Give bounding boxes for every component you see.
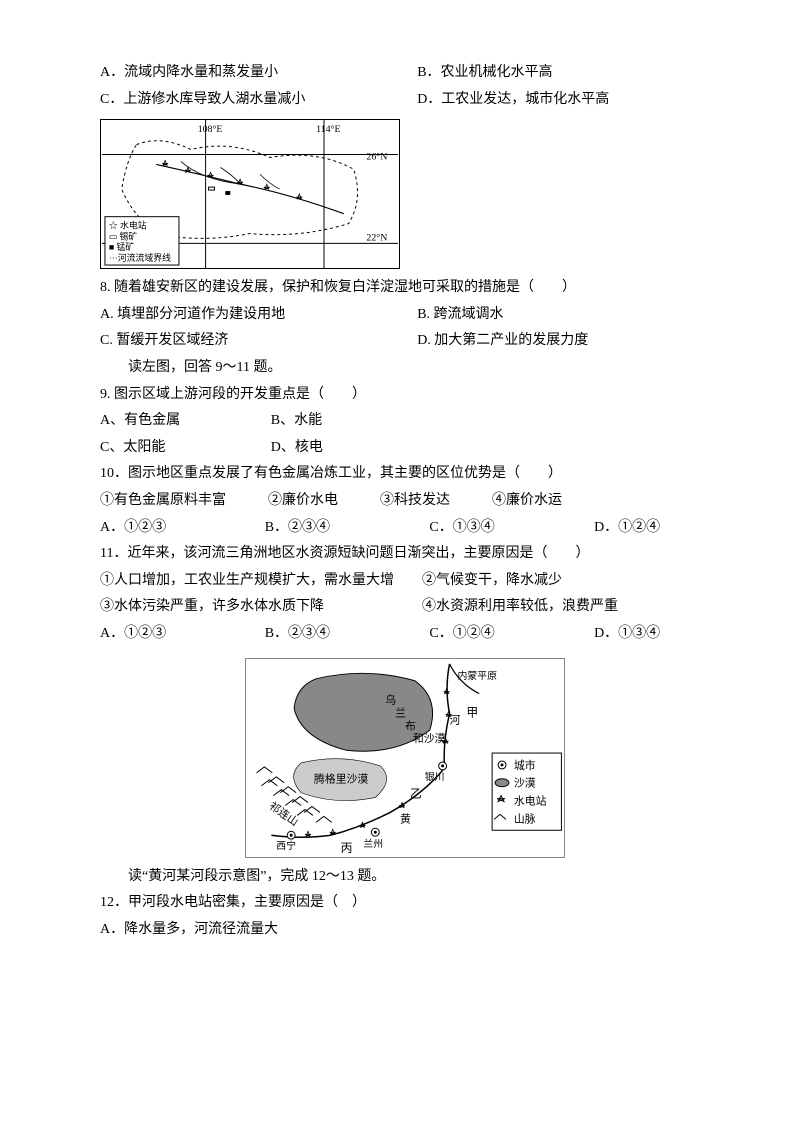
map1-lon-114: 114°E xyxy=(316,124,340,135)
map2-label-plain: 内蒙平原 xyxy=(457,668,497,681)
q10-d: D．①②④ xyxy=(594,515,660,542)
q8-c: C. 暂缓开发区域经济 xyxy=(100,328,417,355)
q10-stem: 10．图示地区重点发展了有色金属冶炼工业，其主要的区位优势是（ ） xyxy=(100,461,710,488)
map1-lat-22: 22°N xyxy=(366,233,387,244)
q11-opts: A．①②③ B．②③④ C．①②④ D．①③④ xyxy=(100,621,710,648)
q11-b: B．②③④ xyxy=(265,621,430,648)
q12-a: A．降水量多，河流径流量大 xyxy=(100,917,710,944)
q9-stem: 9. 图示区域上游河段的开发重点是（ ） xyxy=(100,382,710,409)
map2-legend-mountain: 山脉 xyxy=(514,811,536,825)
map2-label-huang: 黄 xyxy=(400,811,411,825)
map2-label-wulan-3: 布 xyxy=(405,719,416,732)
map2-legend-desert: 沙漠 xyxy=(514,776,536,789)
q11-i2: ③水体污染严重，许多水体水质下降 ④水资源利用率较低，浪费严重 xyxy=(100,594,710,621)
map2-label-river: 河 xyxy=(450,713,461,726)
q9-a: A、有色金属 xyxy=(100,408,271,435)
map2-svg: 乌 兰 布 和沙漠 腾格里沙漠 祁连山 内蒙平原 河 黄 甲 乙 丙 银川 xyxy=(246,659,564,857)
pre-option-a: A．流域内降水量和蒸发量小 xyxy=(100,60,417,87)
q9-c: C、太阳能 xyxy=(100,435,271,462)
map2-legend-hydro: 水电站 xyxy=(514,793,547,807)
pre-options-row2: C．上游修水库导致人湖水量减小 D．工农业发达，城市化水平高 xyxy=(100,87,710,114)
map2-figure: 乌 兰 布 和沙漠 腾格里沙漠 祁连山 内蒙平原 河 黄 甲 乙 丙 银川 xyxy=(245,658,565,858)
map2-label-yi: 乙 xyxy=(410,786,422,800)
q11-c: C．①②④ xyxy=(429,621,594,648)
instr1: 读左图，回答 9～11 题。 xyxy=(100,355,710,382)
map1-legend-2: ▭ 锡矿 xyxy=(109,231,137,242)
q11-stem: 11．近年来，该河流三角洲地区水资源短缺问题日渐突出，主要原因是（ ） xyxy=(100,541,710,568)
map1-legend-4: ···河流流域界线 xyxy=(109,252,171,263)
q8-b: B. 跨流域调水 xyxy=(417,302,503,329)
q11-i1: ①人口增加，工农业生产规模扩大，需水量大增 ②气候变干，降水减少 xyxy=(100,568,710,595)
q9-row2: C、太阳能 D、核电 xyxy=(100,435,710,462)
exam-page: A．流域内降水量和蒸发量小 B．农业机械化水平高 C．上游修水库导致人湖水量减小… xyxy=(0,0,800,1132)
map1-legend-3: ■ 锰矿 xyxy=(109,241,134,252)
q11-a: A．①②③ xyxy=(100,621,265,648)
map1-lat-26: 26°N xyxy=(366,152,387,163)
map2-label-bing: 丙 xyxy=(341,841,353,855)
map2-label-wulan-2: 兰 xyxy=(395,706,406,719)
map2-label-lanzhou: 兰州 xyxy=(363,837,383,850)
q8-row2: C. 暂缓开发区域经济 D. 加大第二产业的发展力度 xyxy=(100,328,710,355)
q9-row1: A、有色金属 B、水能 xyxy=(100,408,710,435)
map1-legend-1: ☆ 水电站 xyxy=(109,220,147,231)
pre-option-c: C．上游修水库导致人湖水量减小 xyxy=(100,87,417,114)
q10-c: C．①③④ xyxy=(429,515,594,542)
pre-option-d: D．工农业发达，城市化水平高 xyxy=(417,87,609,114)
map1-figure: 108°E 114°E 26°N 22°N ☆ 水电站 ▭ 锡矿 ■ 锰矿 xyxy=(100,119,400,269)
map1-lon-108: 108°E xyxy=(198,124,223,135)
q8-a: A. 填埋部分河道作为建设用地 xyxy=(100,302,417,329)
instr2: 读“黄河某河段示意图”，完成 12～13 题。 xyxy=(100,864,710,891)
q10-items: ①有色金属原料丰富 ②廉价水电 ③科技发达 ④廉价水运 xyxy=(100,488,710,515)
q9-b: B、水能 xyxy=(271,408,322,435)
map2-label-jia: 甲 xyxy=(466,705,478,719)
pre-option-b: B．农业机械化水平高 xyxy=(417,60,552,87)
q8-row1: A. 填埋部分河道作为建设用地 B. 跨流域调水 xyxy=(100,302,710,329)
map2-label-xining: 西宁 xyxy=(276,839,296,852)
q10-b: B．②③④ xyxy=(265,515,430,542)
map2-label-wulan-4: 和沙漠 xyxy=(413,732,446,745)
q11-d: D．①③④ xyxy=(594,621,660,648)
q8-stem: 8. 随着雄安新区的建设发展，保护和恢复白洋淀湿地可采取的措施是（ ） xyxy=(100,275,710,302)
q12-stem: 12．甲河段水电站密集，主要原因是（ ） xyxy=(100,890,710,917)
map2-label-wulan-1: 乌 xyxy=(385,692,396,706)
map1-svg: 108°E 114°E 26°N 22°N ☆ 水电站 ▭ 锡矿 ■ 锰矿 xyxy=(101,120,399,268)
map2-legend-city: 城市 xyxy=(514,757,536,771)
map2-label-yinchuan: 银川 xyxy=(425,769,445,782)
q10-opts: A．①②③ B．②③④ C．①③④ D．①②④ xyxy=(100,515,710,542)
q9-d: D、核电 xyxy=(271,435,323,462)
map2-label-tenggeli: 腾格里沙漠 xyxy=(314,771,368,785)
q8-d: D. 加大第二产业的发展力度 xyxy=(417,328,588,355)
pre-options-row1: A．流域内降水量和蒸发量小 B．农业机械化水平高 xyxy=(100,60,710,87)
q10-a: A．①②③ xyxy=(100,515,265,542)
